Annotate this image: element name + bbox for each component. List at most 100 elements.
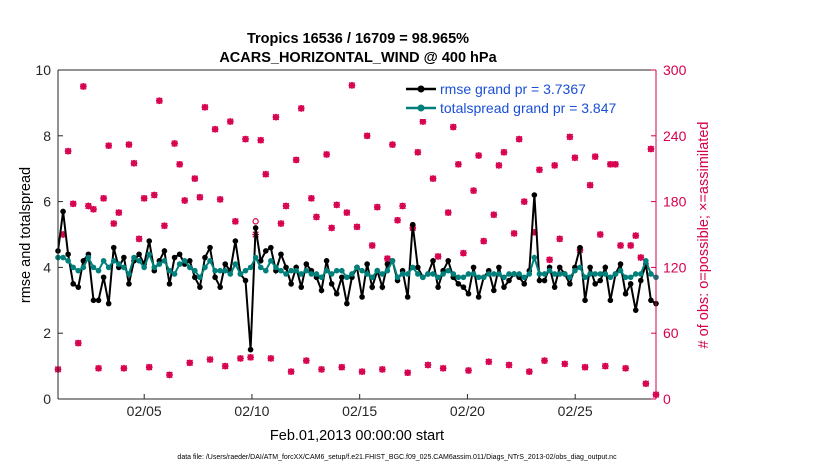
totalspread-point: [141, 264, 147, 271]
totalspread-point: [592, 271, 598, 277]
obs-assimilated-point: [155, 97, 163, 105]
obs-assimilated-point: [201, 103, 209, 111]
obs-assimilated-point: [546, 256, 553, 264]
rmse-point: [430, 258, 436, 264]
obs-assimilated-point: [59, 231, 67, 238]
rmse-point: [126, 281, 132, 287]
totalspread-point: [531, 254, 538, 261]
totalspread-point: [409, 264, 416, 271]
obs-assimilated-point: [470, 187, 477, 194]
obs-assimilated-point: [247, 353, 254, 361]
totalspread-point: [567, 274, 573, 281]
obs-assimilated-point: [490, 211, 498, 219]
obs-assimilated-point: [161, 222, 168, 230]
obs-assimilated-point: [642, 380, 650, 388]
obs-assimilated-point: [617, 242, 624, 249]
totalspread-point: [607, 274, 614, 281]
rmse-point: [582, 297, 588, 304]
obs-assimilated-point: [64, 147, 72, 155]
rmse-point: [288, 281, 294, 287]
obs-assimilated-point: [292, 156, 300, 164]
obs-assimilated-point: [100, 194, 107, 202]
obs-assimilated-point: [232, 217, 239, 225]
rmse-point: [587, 264, 593, 271]
obs-assimilated-point: [596, 231, 604, 238]
totalspread-point: [186, 264, 193, 271]
obs-assimilated-point: [556, 235, 564, 243]
totalspread-point: [262, 267, 269, 274]
obs-assimilated-point: [566, 133, 574, 141]
y2-tick-label: 0: [663, 391, 671, 407]
totalspread-point: [298, 271, 305, 277]
obs-assimilated-point: [541, 357, 548, 364]
obs-assimilated-point: [632, 232, 640, 239]
obs-assimilated-point: [191, 175, 199, 182]
obs-assimilated-point: [454, 160, 462, 168]
totalspread-point: [379, 271, 386, 277]
rmse-point: [409, 221, 416, 228]
y2-tick-label: 120: [663, 259, 687, 275]
totalspread-point: [627, 274, 634, 281]
obs-assimilated-point: [444, 209, 452, 216]
rmse-point: [105, 300, 112, 307]
obs-assimilated-point: [434, 253, 442, 260]
obs-assimilated-point: [323, 151, 330, 158]
rmse-point: [602, 264, 609, 271]
totalspread-point: [303, 267, 310, 274]
totalspread-point: [273, 264, 279, 271]
totalspread-point: [70, 264, 77, 271]
legend-marker-totalspread: [417, 104, 425, 112]
totalspread-point: [632, 271, 639, 277]
totalspread-point: [237, 271, 244, 277]
obs-assimilated-point: [419, 118, 427, 125]
obs-assimilated-point: [399, 202, 406, 210]
obs-assimilated-point: [460, 249, 467, 257]
legend-label-rmse: rmse grand pr = 3.7367: [440, 81, 586, 97]
totalspread-point: [212, 267, 218, 274]
obs-assimilated-point: [95, 364, 102, 372]
totalspread-point: [156, 261, 163, 267]
rmse-point: [592, 281, 598, 287]
obs-assimilated-point: [287, 368, 295, 375]
obs-assimilated-point: [465, 367, 472, 374]
totalspread-point: [496, 271, 502, 277]
obs-assimilated-point: [79, 83, 87, 90]
totalspread-point: [161, 258, 168, 264]
totalspread-point: [430, 271, 436, 277]
obs-assimilated-point: [166, 371, 173, 379]
obs-assimilated-point: [125, 141, 133, 148]
obs-assimilated-point: [262, 170, 270, 178]
obs-assimilated-point: [221, 362, 229, 370]
obs-assimilated-point: [181, 197, 189, 204]
y2-tick-label: 60: [663, 325, 679, 341]
obs-assimilated-point: [551, 162, 559, 169]
totalspread-point: [389, 258, 396, 264]
obs-assimilated-point: [378, 366, 386, 373]
totalspread-point: [384, 267, 391, 274]
totalspread-point: [637, 271, 644, 277]
obs-assimilated-point: [394, 216, 401, 224]
rmse-point: [501, 284, 507, 290]
totalspread-point: [526, 271, 533, 277]
rmse-point: [404, 294, 411, 300]
obs-assimilated-point: [333, 201, 341, 209]
obs-assimilated-point: [510, 230, 518, 237]
obs-assimilated-point: [140, 194, 148, 202]
totalspread-point: [465, 271, 472, 277]
totalspread-point: [136, 258, 142, 264]
totalspread-point: [501, 274, 507, 281]
rmse-point: [242, 277, 249, 284]
obs-assimilated-point: [520, 198, 528, 205]
rmse-point: [60, 208, 66, 215]
obs-assimilated-point: [348, 81, 356, 89]
totalspread-point: [399, 271, 406, 277]
y-ticks-left: 0 2 4 6 8 10: [35, 62, 63, 407]
totalspread-point: [643, 258, 649, 264]
rmse-point: [648, 297, 654, 304]
rmse-point: [521, 281, 528, 287]
rmse-point: [318, 287, 325, 294]
rmse-point: [222, 261, 229, 267]
totalspread-point: [450, 271, 457, 277]
obs-assimilated-point: [272, 113, 280, 121]
totalspread-point: [126, 271, 132, 277]
